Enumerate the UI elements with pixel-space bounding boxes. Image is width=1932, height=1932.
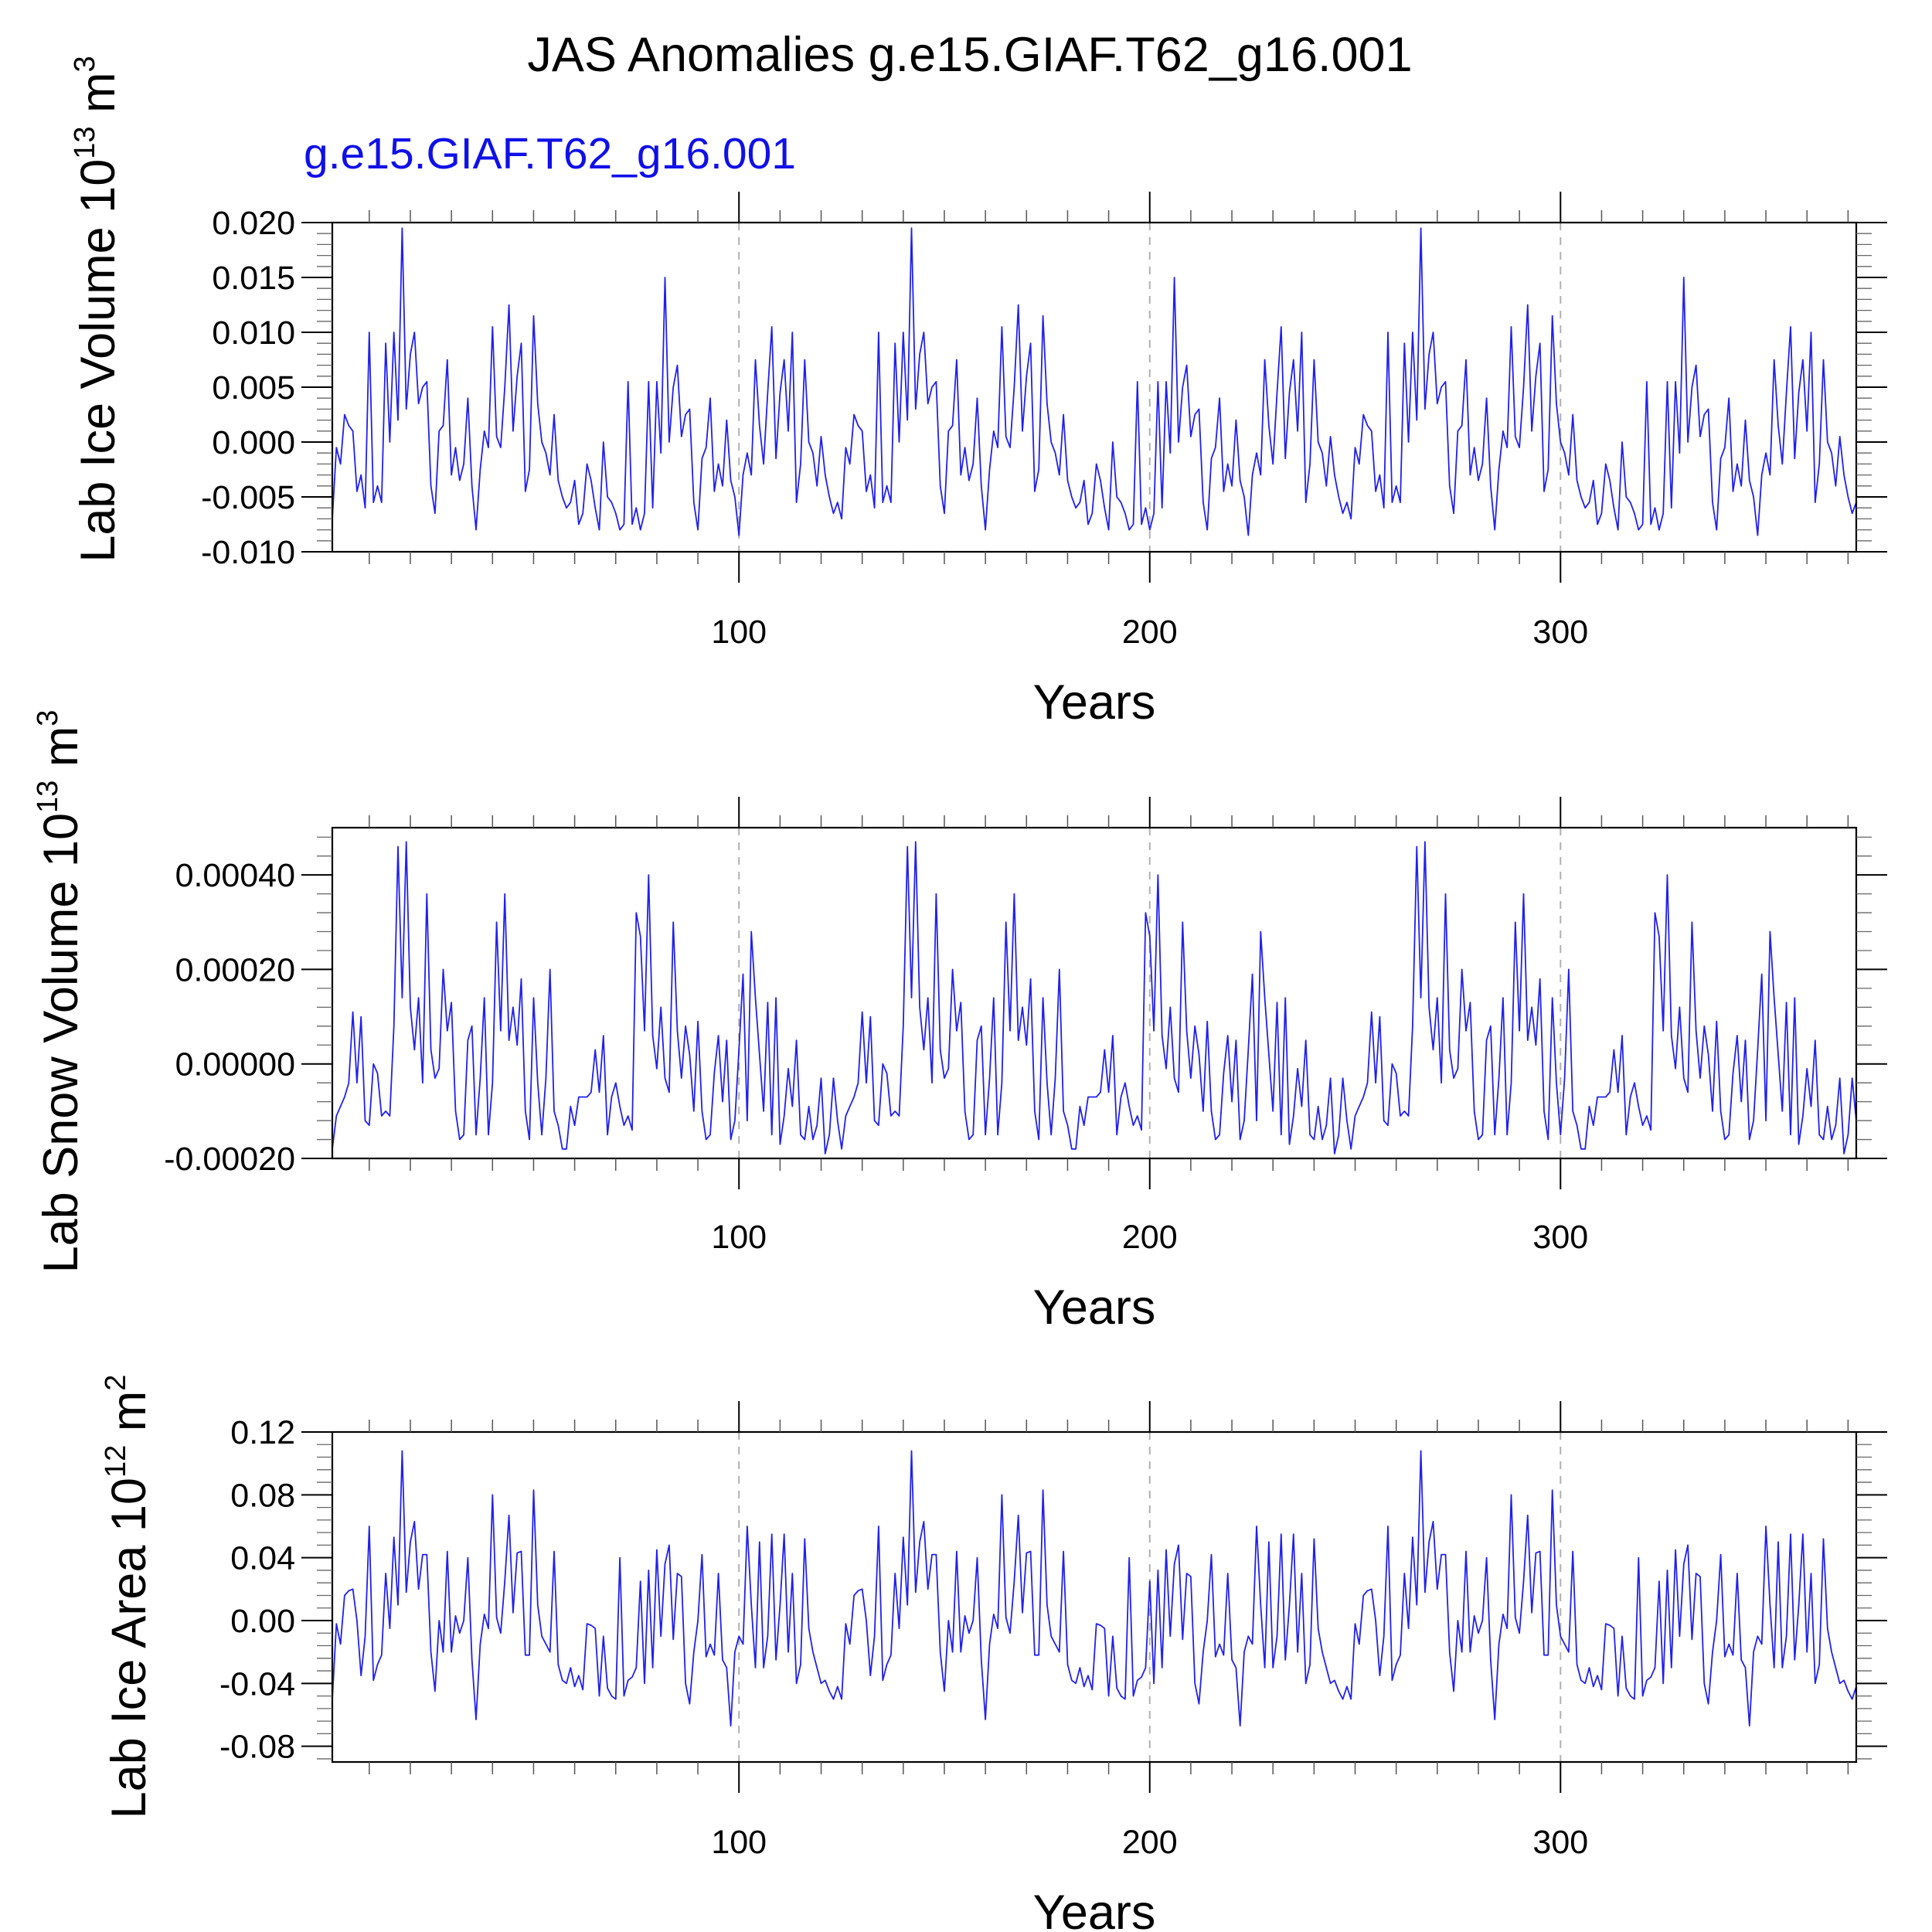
y-axis-title-exp: 13	[69, 126, 101, 158]
y-axis-title-exp: 12	[100, 1445, 132, 1478]
y-tick-label: -0.04	[219, 1665, 295, 1702]
y-tick-label: 0.015	[212, 260, 295, 297]
x-tick-label: 200	[1122, 1824, 1178, 1861]
series-line	[332, 227, 1857, 536]
y-tick-label: 0.08	[230, 1477, 295, 1514]
y-tick-label: 0.00040	[175, 857, 295, 894]
y-axis-title-main: Lab Ice Area 10	[102, 1478, 156, 1818]
chart-panel-1: -0.010 -0.005 0.000 0.005 0.010 0.015 0.020 100…	[69, 56, 1887, 730]
y-axis-title-unit-exp: 2	[100, 1375, 132, 1391]
x-tick-label: 300	[1532, 1824, 1588, 1861]
y-tick-label: 0.005	[212, 369, 295, 406]
y-tick-label: 0.00	[230, 1603, 295, 1640]
x-tick-label: 100	[711, 614, 767, 651]
plot-frame	[331, 221, 1858, 553]
x-tick-label: 300	[1532, 1219, 1588, 1256]
x-tick-label: 100	[711, 1824, 767, 1861]
y-tick-label: -0.08	[219, 1729, 295, 1766]
plot-frame	[331, 1430, 1858, 1764]
plot-frame	[331, 826, 1858, 1160]
y-tick-label: 0.00020	[175, 951, 295, 988]
x-tick-label: 200	[1122, 1219, 1178, 1256]
y-axis-title-unit-exp: 3	[32, 710, 64, 726]
y-axis-title-main: Lab Snow Volume 10	[34, 813, 88, 1273]
y-tick-label: 0.000	[212, 424, 295, 461]
y-axis-title: Lab Ice Area 1012 m2	[100, 1375, 156, 1819]
x-tick-label: 200	[1122, 614, 1178, 651]
y-axis-title: Lab Snow Volume 1013 m3	[32, 710, 88, 1274]
y-axis-title-main: Lab Ice Volume 10	[71, 159, 125, 563]
y-tick-label: 0.00000	[175, 1046, 295, 1083]
series-line	[332, 841, 1857, 1155]
y-tick-label: 0.010	[212, 315, 295, 352]
x-axis-title: Years	[1033, 1281, 1156, 1335]
series-line	[332, 1450, 1857, 1727]
chart-title: JAS Anomalies g.e15.GIAF.T62_g16.001	[527, 28, 1412, 82]
y-tick-label: 0.04	[230, 1540, 295, 1577]
y-tick-label: 0.020	[212, 205, 295, 242]
y-tick-label: -0.00020	[164, 1141, 295, 1178]
y-axis-title: Lab Ice Volume 1013 m3	[69, 56, 125, 562]
chart-panel-3: -0.08 -0.04 0.00 0.04 0.08 0.12 100 200 300 Years…	[100, 1375, 1887, 1932]
case-label: g.e15.GIAF.T62_g16.001	[304, 129, 796, 179]
chart-panel-2: -0.00020 0.00000 0.00020 0.00040 100 200 300 Ye…	[32, 710, 1887, 1335]
y-axis-title-unit-exp: 3	[69, 56, 101, 72]
x-tick-label: 100	[711, 1219, 767, 1256]
y-axis-title-exp: 13	[32, 781, 64, 813]
y-axis-title-unit: m	[71, 73, 125, 127]
x-axis-title: Years	[1033, 675, 1156, 730]
x-tick-label: 300	[1532, 614, 1588, 651]
y-tick-label: 0.12	[230, 1414, 295, 1451]
x-axis-title: Years	[1033, 1886, 1156, 1932]
y-axis-title-unit: m	[102, 1391, 156, 1445]
y-axis-title-unit: m	[34, 726, 88, 781]
y-tick-label: -0.005	[201, 479, 295, 516]
y-tick-label: -0.010	[201, 534, 295, 571]
